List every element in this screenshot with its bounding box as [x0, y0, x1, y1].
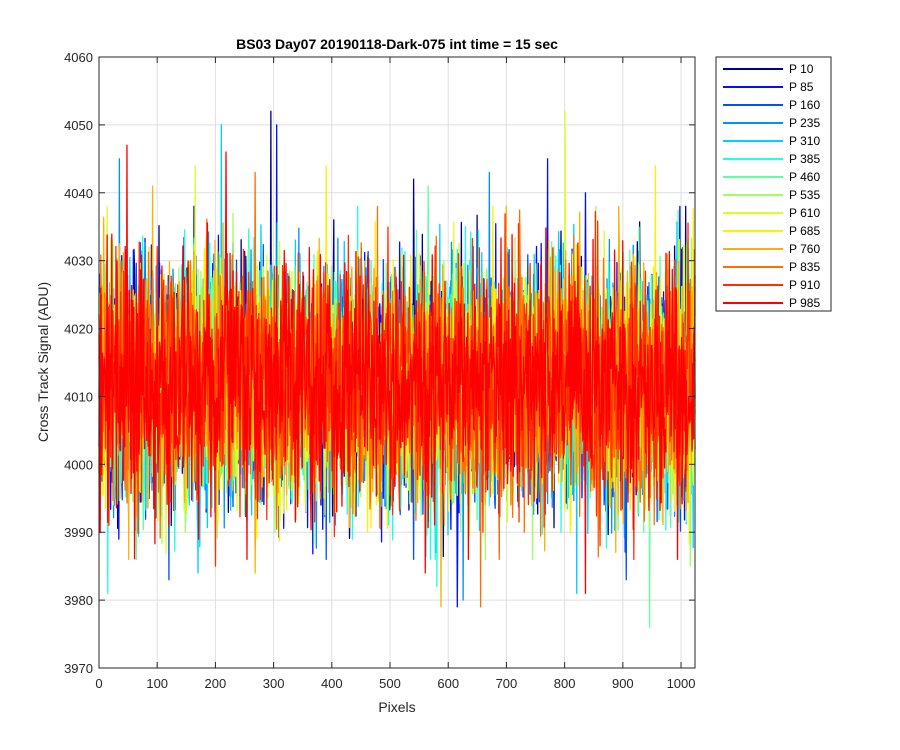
ticks: 0 100 200 300 400 500 600 700 800 900 1000 3970 3980… [64, 50, 695, 691]
y-tick-label: 4060 [64, 50, 93, 65]
y-tick-label: 4040 [64, 186, 93, 201]
legend-entry: P 85 [789, 80, 814, 94]
y-tick-label: 4030 [64, 254, 93, 269]
x-tick-label: 200 [205, 676, 227, 691]
y-tick-label: 4010 [64, 389, 93, 404]
x-tick-label: 800 [554, 676, 576, 691]
y-axis-title: Cross Track Signal (ADU) [35, 282, 51, 442]
legend-entry: P 10 [789, 62, 814, 76]
series-lines [98, 110, 696, 628]
x-tick-label: 1000 [667, 676, 696, 691]
legend-entry: P 310 [789, 134, 820, 148]
y-tick-label: 3970 [64, 661, 93, 676]
legend-entry: P 760 [789, 242, 820, 256]
plot-area: 0 100 200 300 400 500 600 700 800 900 1000 3970 3980… [64, 50, 696, 691]
chart-title: BS03 Day07 20190118-Dark-075 int time = … [236, 36, 558, 52]
y-tick-label: 4020 [64, 322, 93, 337]
legend-entry: P 835 [789, 260, 820, 274]
legend: P 10 P 85 P 160 P 235 P 310 P 385 P 460 P 535 P … [715, 56, 832, 312]
y-tick-label: 4050 [64, 118, 93, 133]
x-tick-label: 400 [321, 676, 343, 691]
legend-entry: P 385 [789, 152, 820, 166]
legend-entry: P 235 [789, 116, 820, 130]
x-axis-title: Pixels [378, 699, 415, 715]
x-tick-label: 0 [95, 676, 102, 691]
legend-entry: P 610 [789, 206, 820, 220]
legend-box [715, 56, 832, 312]
y-tick-label: 3980 [64, 593, 93, 608]
x-tick-label: 300 [263, 676, 285, 691]
plot-frame [98, 56, 696, 669]
x-tick-label: 100 [146, 676, 168, 691]
x-tick-label: 600 [437, 676, 459, 691]
legend-entry: P 985 [789, 296, 820, 310]
legend-entry: P 535 [789, 188, 820, 202]
legend-entry: P 910 [789, 278, 820, 292]
legend-entry: P 160 [789, 98, 820, 112]
series-line [98, 144, 696, 594]
legend-entry: P 460 [789, 170, 820, 184]
y-tick-label: 3990 [64, 525, 93, 540]
x-tick-label: 500 [379, 676, 401, 691]
y-tick-label: 4000 [64, 457, 93, 472]
legend-entry: P 685 [789, 224, 820, 238]
x-tick-label: 700 [496, 676, 518, 691]
x-tick-label: 900 [612, 676, 634, 691]
